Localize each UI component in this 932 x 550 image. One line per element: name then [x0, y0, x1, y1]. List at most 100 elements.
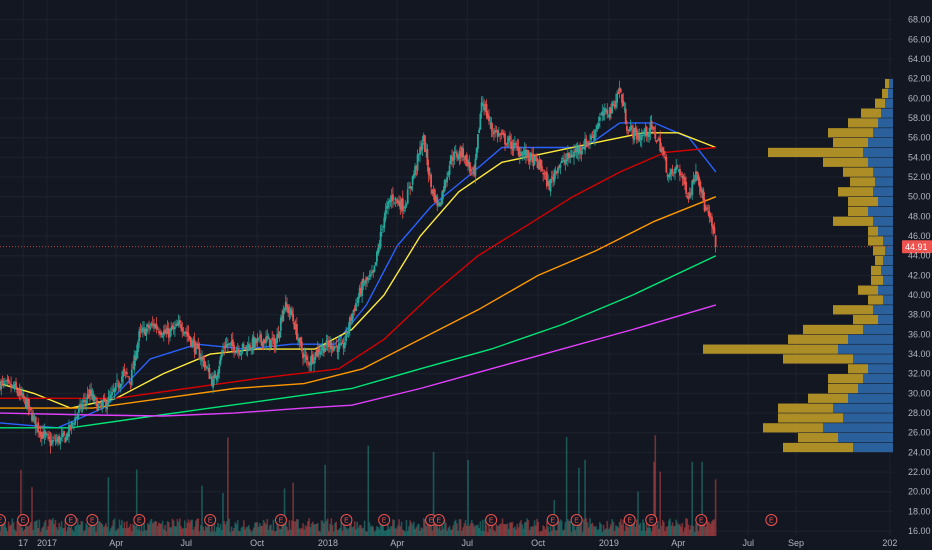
volume-bar: [123, 521, 126, 536]
profile-bar-up: [873, 128, 893, 138]
profile-bar-down: [850, 177, 875, 187]
candle-body: [244, 347, 247, 349]
candle-body: [335, 345, 338, 347]
volume-bar: [687, 524, 690, 536]
candle-body: [198, 348, 201, 360]
candle-body: [638, 134, 641, 141]
earnings-markers[interactable]: EEEEEEEEEEEEEEEEEE: [0, 514, 778, 526]
volume-bar: [122, 527, 124, 536]
candle-body: [676, 165, 679, 168]
candle-body: [497, 133, 500, 136]
volume-bar: [340, 520, 342, 536]
candle-body: [350, 317, 352, 321]
volume-bar: [672, 526, 675, 536]
candle-body: [428, 175, 431, 177]
candle-body: [155, 324, 158, 329]
candle-body: [544, 173, 547, 175]
profile-bar-up: [858, 383, 893, 394]
moving-average-line: [0, 255, 717, 429]
candle-body: [619, 89, 622, 93]
candle-body: [586, 141, 589, 146]
candle-body: [271, 337, 274, 341]
volume-bar: [296, 519, 298, 536]
volume-bar: [666, 526, 669, 536]
candle-body: [420, 146, 423, 151]
volume-bar: [447, 527, 450, 536]
candle-body: [240, 351, 243, 353]
volume-bar: [424, 519, 426, 536]
volume-bar: [313, 524, 315, 536]
volume-bar: [234, 522, 237, 536]
profile-bar-up: [848, 393, 893, 403]
volume-bar: [546, 520, 548, 536]
volume-bar: [570, 531, 573, 536]
candle-body: [490, 122, 493, 130]
volume-bar: [669, 518, 671, 536]
candle-body: [626, 125, 628, 131]
candle-body: [634, 127, 637, 133]
candle-body: [607, 115, 610, 117]
candle-body: [17, 392, 20, 396]
volume-bar: [563, 529, 565, 536]
volume-bar: [713, 519, 716, 536]
y-tick-label: 30.00: [908, 388, 931, 398]
candle-body: [594, 130, 596, 141]
candle-body: [499, 134, 501, 136]
volume-bar: [675, 519, 678, 536]
volume-bar: [507, 528, 510, 536]
candle-body: [69, 425, 72, 430]
candle-body: [632, 129, 635, 139]
candle-body: [671, 169, 674, 173]
volume-bar: [583, 519, 585, 536]
price-axis[interactable]: 16.00 18.00 20.00 22.00 24.00 26.00 28.00 30.00…: [908, 15, 931, 536]
volume-bar: [294, 521, 297, 536]
candle-body: [534, 154, 537, 159]
profile-bar-down: [798, 433, 838, 443]
candle-body: [451, 156, 453, 161]
candle-body: [77, 407, 80, 414]
volume-bar: [575, 526, 578, 536]
volume-bar: [92, 526, 95, 536]
earnings-marker: [204, 514, 217, 526]
volume-bar: [640, 531, 643, 536]
candle-body: [150, 323, 153, 326]
volume-bar: [282, 520, 285, 536]
volume-bar: [137, 529, 139, 536]
candle-body: [135, 351, 138, 359]
volume-bar: [616, 526, 618, 536]
volume-bar: [138, 526, 140, 536]
candle-body: [669, 172, 671, 177]
volume-bar: [686, 518, 689, 536]
volume-bar: [32, 529, 35, 536]
volume-bar: [392, 519, 394, 536]
volume-bar: [453, 521, 456, 536]
volume-bar: [649, 527, 652, 536]
volume-bar: [680, 526, 682, 536]
candle-body: [505, 143, 508, 146]
candle-body: [185, 331, 187, 333]
volume-bar: [445, 522, 447, 536]
candle-body: [644, 127, 647, 136]
volume-bar: [2, 522, 5, 536]
profile-bar-down: [848, 364, 868, 374]
volume-bar: [615, 525, 617, 536]
earnings-marker-label: E: [699, 518, 704, 525]
earnings-marker-label: E: [382, 518, 387, 525]
candle-body: [645, 126, 648, 136]
volume-bar: [626, 526, 628, 536]
candle-body: [374, 262, 377, 265]
volume-bar: [383, 530, 386, 536]
volume-bar: [42, 526, 44, 536]
candle-body: [144, 328, 147, 336]
candle-body: [209, 376, 212, 378]
volume-bar: [560, 520, 563, 536]
candle-body: [444, 181, 447, 183]
volume-bar: [619, 518, 622, 536]
candle-body: [309, 363, 312, 366]
time-axis[interactable]: 17 2017 Apr Jul Oct 2018 Apr Jul Oct 2019 Apr Jul Se…: [18, 538, 897, 548]
volume-bar: [96, 524, 99, 536]
candle-body: [330, 341, 333, 350]
volume-bar: [473, 526, 476, 536]
